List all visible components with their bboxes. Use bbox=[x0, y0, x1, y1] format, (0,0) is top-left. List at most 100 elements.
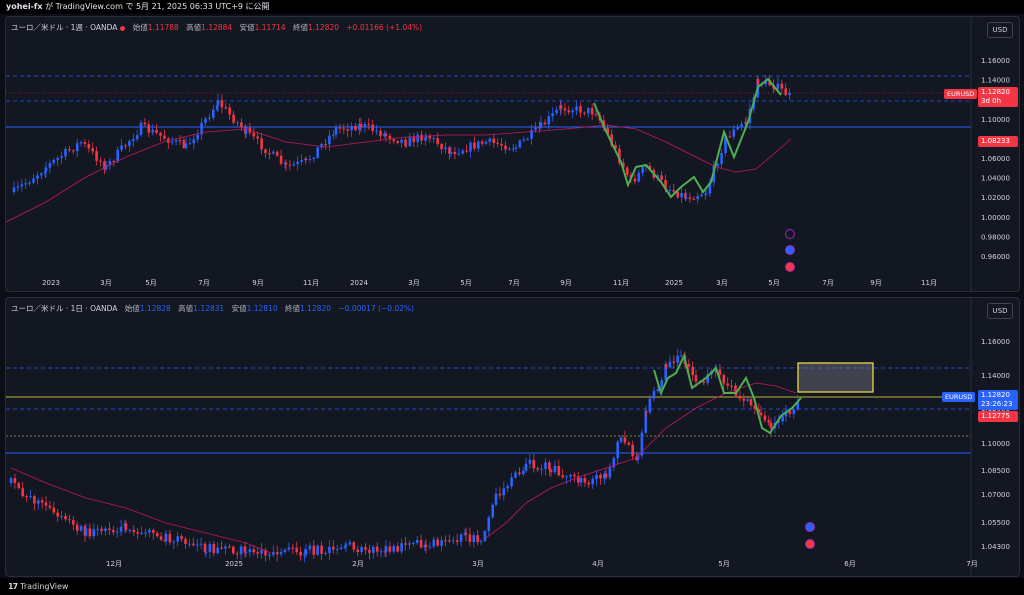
candle-body bbox=[312, 545, 316, 555]
event-icon-2[interactable] bbox=[785, 245, 795, 255]
candle-body bbox=[724, 135, 727, 154]
author-name[interactable]: yohei-fx bbox=[6, 2, 43, 11]
candle-body bbox=[555, 109, 558, 114]
event-icon-1[interactable] bbox=[785, 229, 795, 239]
candle-body bbox=[312, 157, 316, 160]
candle-body bbox=[616, 441, 619, 459]
candle-body bbox=[184, 143, 188, 148]
candle-body bbox=[396, 546, 399, 552]
tradingview-logo-icon[interactable]: 17 bbox=[8, 582, 18, 591]
candle-body bbox=[759, 412, 763, 416]
symbol-title[interactable]: ユーロ／米ドル · 1日 · OANDA bbox=[11, 304, 118, 313]
weekly-chart-pane[interactable]: 1.160001.140001.120001.100001.080001.060… bbox=[5, 16, 1020, 292]
candle-body bbox=[356, 549, 359, 552]
candle-body bbox=[502, 488, 506, 496]
time-tick-label: 2025 bbox=[225, 560, 243, 568]
candle-body bbox=[304, 549, 308, 555]
price-tick-label: 0.96000 bbox=[981, 253, 1010, 261]
time-tick-label: 9月 bbox=[560, 279, 571, 287]
candle-body bbox=[676, 191, 679, 198]
event-icon-2[interactable] bbox=[805, 539, 815, 549]
candle-body bbox=[33, 496, 36, 504]
candle-body bbox=[679, 355, 683, 357]
candle-body bbox=[448, 147, 451, 154]
candle-body bbox=[706, 374, 709, 383]
candle-body bbox=[52, 159, 56, 164]
candle-body bbox=[687, 364, 691, 367]
candle-body bbox=[603, 473, 606, 479]
candle-body bbox=[72, 150, 75, 152]
candle-body bbox=[215, 105, 219, 110]
candle-body bbox=[48, 505, 52, 508]
candle-body bbox=[21, 488, 24, 497]
candle-body bbox=[291, 547, 295, 549]
candle-body bbox=[352, 542, 356, 550]
candle-body bbox=[408, 137, 412, 147]
candle-body bbox=[573, 474, 576, 477]
candle-body bbox=[788, 410, 792, 414]
candle-body bbox=[60, 516, 63, 518]
candle-body bbox=[656, 175, 659, 178]
ma-price-tag: 1.12775 bbox=[978, 411, 1018, 422]
candle-body bbox=[300, 159, 303, 162]
low-label: 安値 bbox=[239, 23, 255, 32]
open-value: 1.11788 bbox=[147, 23, 179, 32]
close-label: 終値 bbox=[292, 23, 308, 32]
time-tick-label: 2024 bbox=[350, 279, 368, 287]
candle-body bbox=[612, 458, 616, 468]
candle-body bbox=[332, 546, 335, 550]
daily-legend: ユーロ／米ドル · 1日 · OANDA 始値1.12828 高値1.12831… bbox=[11, 303, 414, 314]
candle-body bbox=[648, 398, 652, 413]
candle-body bbox=[635, 456, 638, 461]
time-tick-label: 11月 bbox=[921, 279, 937, 287]
currency-button[interactable]: USD bbox=[987, 303, 1013, 319]
candle-body bbox=[676, 355, 679, 363]
event-icon-3[interactable] bbox=[785, 262, 795, 272]
candle-body bbox=[455, 540, 459, 542]
candle-body bbox=[132, 529, 136, 533]
candle-body bbox=[24, 183, 27, 185]
time-tick-label: 7月 bbox=[822, 279, 833, 287]
tradingview-footer: 17 TradingView bbox=[0, 578, 1024, 595]
candle-body bbox=[536, 468, 539, 470]
candle-body bbox=[56, 157, 59, 160]
candle-body bbox=[587, 108, 590, 114]
candle-body bbox=[388, 546, 392, 552]
price-tick-label: 1.06000 bbox=[981, 155, 1010, 163]
change-value: −0.00017 (−0.02%) bbox=[338, 304, 415, 313]
target-zone-box bbox=[797, 362, 874, 393]
candle-body bbox=[328, 546, 331, 554]
candle-body bbox=[684, 197, 688, 199]
candle-body bbox=[583, 478, 587, 483]
currency-button[interactable]: USD bbox=[987, 22, 1013, 38]
candle-body bbox=[459, 534, 463, 542]
candle-body bbox=[292, 164, 296, 166]
candle-body bbox=[244, 552, 248, 554]
candle-body bbox=[487, 517, 491, 532]
daily-chart-canvas[interactable]: 1.160001.140001.120001.100001.085001.070… bbox=[6, 298, 1019, 576]
candle-body bbox=[491, 504, 494, 518]
weekly-legend: ユーロ／米ドル · 1週 · OANDA 始値1.11788 高値1.12884… bbox=[11, 22, 422, 33]
candle-body bbox=[288, 164, 292, 166]
candle-body bbox=[248, 549, 252, 553]
candle-body bbox=[753, 405, 757, 410]
candle-body bbox=[440, 144, 443, 150]
daily-chart-pane[interactable]: 1.160001.140001.120001.100001.085001.070… bbox=[5, 297, 1020, 577]
candle-body bbox=[436, 539, 439, 546]
candle-body bbox=[43, 171, 47, 174]
candle-body bbox=[338, 127, 342, 129]
time-tick-label: 2025 bbox=[665, 279, 683, 287]
price-tick-label: 1.14000 bbox=[981, 372, 1010, 380]
candle-body bbox=[155, 532, 159, 537]
weekly-chart-canvas[interactable]: 1.160001.140001.120001.100001.080001.060… bbox=[6, 17, 1019, 291]
event-icon-1[interactable] bbox=[805, 522, 815, 532]
brand-name[interactable]: TradingView bbox=[20, 582, 69, 591]
candle-body bbox=[772, 87, 776, 90]
time-tick-label: 3月 bbox=[408, 279, 419, 287]
candle-body bbox=[722, 374, 726, 384]
close-value: 1.12820 bbox=[299, 304, 331, 313]
symbol-title[interactable]: ユーロ／米ドル · 1週 · OANDA bbox=[11, 23, 118, 32]
candle-body bbox=[408, 543, 411, 545]
candle-body bbox=[688, 197, 692, 199]
candle-body bbox=[694, 375, 698, 382]
